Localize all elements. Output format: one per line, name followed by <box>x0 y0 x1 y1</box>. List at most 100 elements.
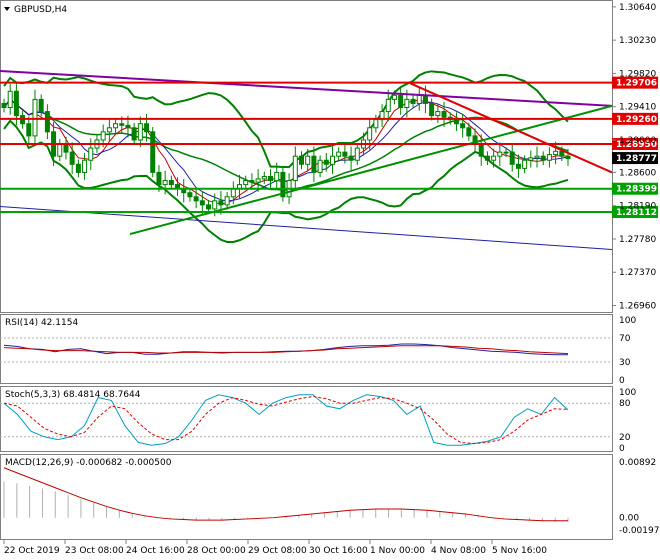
candle-body <box>553 150 559 156</box>
candle-body <box>391 94 397 100</box>
time-tick-label: 5 Nov 16:00 <box>492 546 547 556</box>
candle-body <box>280 171 286 198</box>
candle-body <box>243 180 249 186</box>
time-tick-label: 1 Nov 00:00 <box>370 546 425 556</box>
candle-body <box>546 154 552 161</box>
candle-body <box>144 123 150 133</box>
purple-trendline <box>0 69 613 107</box>
candle-body <box>336 151 342 157</box>
price-tick-label: 1.27780 <box>619 235 656 245</box>
rsi-tick-label: 0 <box>619 376 625 386</box>
price-tick-label: 1.28600 <box>619 168 656 178</box>
macd-title: MACD(12,26,9) -0.000682 -0.000500 <box>5 458 172 468</box>
candle-body <box>119 123 125 126</box>
price-tick-label: 1.28190 <box>619 202 656 212</box>
candle-body <box>131 127 137 141</box>
candle-body <box>212 200 218 210</box>
candle-body <box>323 159 329 165</box>
candle-body <box>249 180 255 183</box>
time-tick-label: 24 Oct 16:00 <box>126 546 185 556</box>
candle-body <box>168 180 174 186</box>
candle-body <box>63 143 69 153</box>
stoch-panel-frame <box>0 386 613 452</box>
stoch-tick-label: 0 <box>619 444 625 454</box>
candle-body <box>497 151 503 157</box>
macd-panel-frame <box>0 454 613 540</box>
navy-trendline <box>0 206 613 251</box>
candle-body <box>540 155 546 161</box>
level-label: 1.28399 <box>616 185 657 195</box>
time-tick-label: 4 Nov 08:00 <box>431 546 486 556</box>
candle-body <box>100 131 106 141</box>
green-trendline <box>129 104 613 236</box>
stoch-title: Stoch(5,3,3) 68.4814 68.7644 <box>5 390 141 400</box>
candle-body <box>156 171 162 186</box>
collapse-triangle-icon[interactable] <box>4 7 10 11</box>
candle-body <box>503 151 509 154</box>
time-tick-label: 28 Oct 00:00 <box>187 546 246 556</box>
price-tick-label: 1.30640 <box>619 3 656 13</box>
candle-body <box>311 155 317 173</box>
level-label: 1.29706 <box>616 79 657 89</box>
candle-body <box>162 180 168 186</box>
candle-body <box>1 102 7 108</box>
bollinger-middle-band <box>3 98 569 191</box>
candle-body <box>69 151 75 165</box>
candle-body <box>261 175 267 180</box>
red-trendline <box>409 82 613 174</box>
candle-body <box>478 143 484 157</box>
price-tick-label: 1.29410 <box>619 103 656 113</box>
candle-body <box>125 124 131 129</box>
level-label: 1.28112 <box>616 208 657 218</box>
price-tick-label: 1.29000 <box>619 136 656 146</box>
level-label-box <box>612 182 658 195</box>
symbol-title: GBPUSD,H4 <box>14 5 67 15</box>
macd-tick-label: 0.00892 <box>619 458 656 468</box>
bollinger-lower-band <box>3 119 569 243</box>
stoch-signal-line <box>3 395 569 445</box>
level-label-box <box>612 206 658 219</box>
macd-tick-label: -0.001972 <box>619 526 660 536</box>
macd-signal-line <box>3 467 568 522</box>
candle-body <box>410 98 416 104</box>
candle-body <box>416 94 422 104</box>
price-tick-label: 1.26960 <box>619 302 656 312</box>
candle-body <box>515 163 521 169</box>
candle-body <box>230 188 236 198</box>
candle-body <box>32 98 38 137</box>
level-label: 1.29260 <box>616 115 657 125</box>
candle-body <box>528 157 534 161</box>
candle-body <box>342 151 348 157</box>
price-tick-label: 1.29820 <box>619 69 656 79</box>
candle-body <box>199 200 205 206</box>
level-label-box <box>612 112 658 125</box>
level-label: 1.28950 <box>616 140 657 150</box>
stoch-tick-label: 100 <box>619 388 636 398</box>
candle-body <box>44 111 50 133</box>
time-tick-label: 23 Oct 08:00 <box>65 546 124 556</box>
stoch-tick-label: 20 <box>619 433 631 443</box>
candle-body <box>38 98 44 113</box>
candle-body <box>509 151 515 165</box>
candle-body <box>385 98 391 113</box>
candle-body <box>565 155 571 160</box>
current-price-label: 1.28777 <box>616 154 657 164</box>
candle-body <box>268 175 274 182</box>
candle-body <box>298 155 304 165</box>
candle-body <box>398 94 404 108</box>
candle-body <box>435 111 441 117</box>
candle-body <box>460 123 466 129</box>
candle-body <box>354 147 360 161</box>
candle-body <box>441 111 447 118</box>
candle-body <box>150 131 156 173</box>
time-tick-label: 22 Oct 2019 <box>4 546 60 556</box>
rsi-title: RSI(14) 42.1154 <box>5 318 78 328</box>
candle-body <box>274 171 280 182</box>
candle-body <box>534 155 540 159</box>
candle-body <box>82 159 88 173</box>
candle-body <box>491 155 497 161</box>
time-tick-label: 29 Oct 08:00 <box>248 546 307 556</box>
candle-body <box>187 192 193 198</box>
moving-average-slow <box>3 98 569 202</box>
